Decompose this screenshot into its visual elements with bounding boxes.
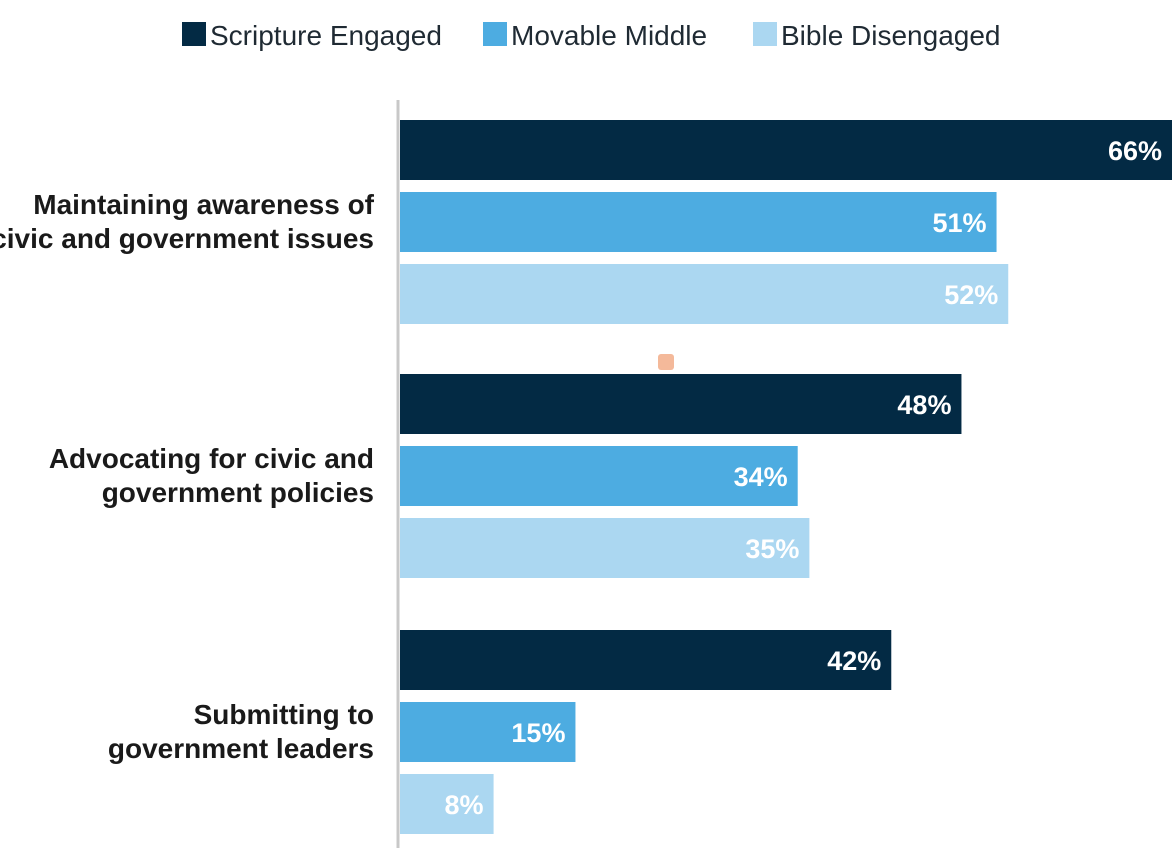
- category-label-line: Maintaining awareness of: [33, 189, 374, 220]
- category-labels: Maintaining awareness of civic and govern…: [0, 189, 375, 764]
- category-label-line: government policies: [102, 477, 374, 508]
- bar-movable-middle-1: [400, 446, 798, 506]
- legend-swatch-scripture-engaged: [182, 22, 206, 46]
- category-label-2: Submitting to government leaders: [108, 699, 374, 764]
- value-labels: 66% 51% 52% 48% 34% 35% 42% 15% 8%: [445, 136, 1162, 820]
- bar-bible-disengaged-1: [400, 518, 810, 578]
- data-label-bible-disengaged-1: 35%: [745, 534, 799, 564]
- category-label-line: civic and government issues: [0, 223, 374, 254]
- category-label-line: Advocating for civic and: [49, 443, 374, 474]
- data-label-movable-middle-0: 51%: [932, 208, 986, 238]
- bar-movable-middle-0: [400, 192, 997, 252]
- data-label-scripture-engaged-2: 42%: [827, 646, 881, 676]
- category-label-line: government leaders: [108, 733, 374, 764]
- data-label-scripture-engaged-1: 48%: [897, 390, 951, 420]
- decorative-marker: [658, 354, 674, 370]
- category-label-line: Submitting to: [194, 699, 374, 730]
- bar-scripture-engaged-1: [400, 374, 962, 434]
- legend-label-scripture-engaged: Scripture Engaged: [210, 20, 442, 51]
- bar-bible-disengaged-2: [400, 774, 494, 834]
- bar-movable-middle-2: [400, 702, 576, 762]
- data-label-bible-disengaged-2: 8%: [445, 790, 484, 820]
- category-label-1: Advocating for civic and government polic…: [49, 443, 374, 508]
- bar-scripture-engaged-2: [400, 630, 892, 690]
- data-label-movable-middle-2: 15%: [511, 718, 565, 748]
- data-label-movable-middle-1: 34%: [734, 462, 788, 492]
- bar-bible-disengaged-0: [400, 264, 1009, 324]
- legend-swatch-movable-middle: [483, 22, 507, 46]
- bar-scripture-engaged-0: [400, 120, 1172, 180]
- data-label-bible-disengaged-0: 52%: [944, 280, 998, 310]
- legend-label-movable-middle: Movable Middle: [511, 20, 707, 51]
- legend-swatch-bible-disengaged: [753, 22, 777, 46]
- category-label-0: Maintaining awareness of civic and govern…: [0, 189, 375, 254]
- bars: [400, 120, 1172, 834]
- data-label-scripture-engaged-0: 66%: [1108, 136, 1162, 166]
- legend: Scripture Engaged Movable Middle Bible Dis…: [182, 20, 1001, 51]
- legend-label-bible-disengaged: Bible Disengaged: [781, 20, 1001, 51]
